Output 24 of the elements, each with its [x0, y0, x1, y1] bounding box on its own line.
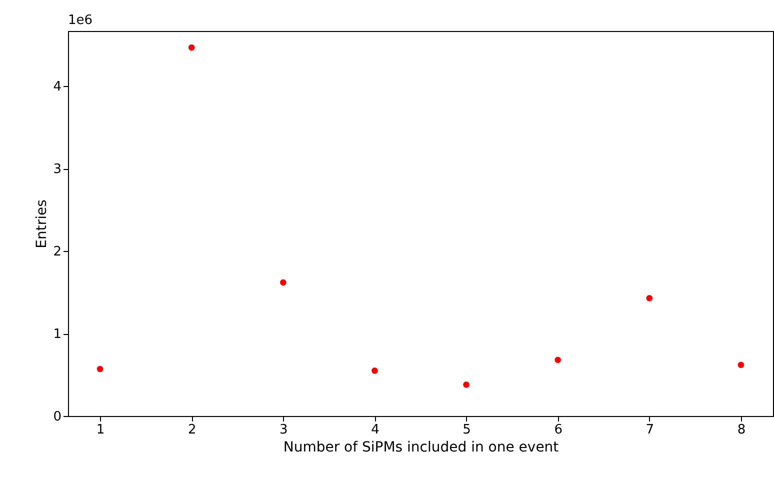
x-axis-title: Number of SiPMs included in one event — [283, 440, 560, 456]
point — [96, 366, 104, 372]
x-tick-label: 3 — [280, 422, 288, 438]
y-tick-label: 3 — [53, 162, 62, 178]
point — [280, 279, 286, 286]
x-tick-label: 5 — [462, 422, 471, 438]
point — [554, 356, 561, 364]
x-tick-label: 8 — [737, 422, 746, 438]
x-tick-label: 7 — [646, 422, 654, 438]
point — [463, 382, 470, 388]
text: 1e6 — [68, 13, 93, 28]
y-tick-label: 2 — [53, 244, 62, 260]
y-tick-label: 1 — [53, 327, 62, 342]
y-tick-label: 0 — [53, 410, 62, 424]
x-tick-label: 6 — [554, 422, 562, 438]
x-tick-label: 4 — [371, 422, 380, 438]
point — [188, 44, 195, 51]
point — [646, 294, 653, 302]
x-tick-label: 2 — [188, 422, 196, 438]
y-tick-label: 4 — [53, 80, 62, 95]
point — [738, 362, 744, 368]
y-axis-title: Entries — [34, 200, 50, 248]
point — [372, 368, 378, 374]
x-tick-label: 1 — [96, 422, 105, 438]
